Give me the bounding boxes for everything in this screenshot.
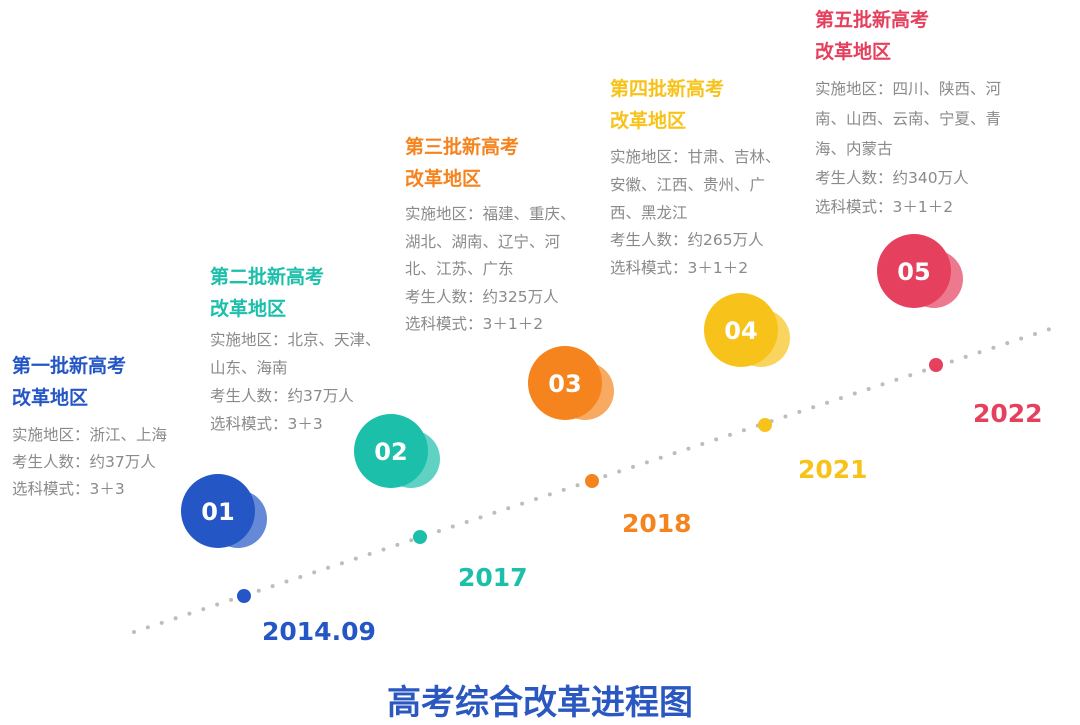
milestone-detail: 海、内蒙古: [815, 140, 893, 158]
timeline-dot: [413, 530, 427, 544]
milestone-detail: 安徽、江西、贵州、广: [610, 176, 765, 194]
milestone-detail: 选科模式：3＋3: [210, 415, 323, 433]
badge-number: 05: [897, 258, 930, 286]
milestone-heading: 改革地区: [610, 109, 686, 132]
milestone-detail: 实施地区：北京、天津、: [210, 331, 381, 349]
diagram-title: 高考综合改革进程图: [387, 683, 693, 723]
badge-number: 04: [724, 317, 757, 345]
timeline-dot: [758, 418, 772, 432]
year-label: 2014.09: [262, 617, 376, 646]
milestone-heading: 改革地区: [405, 167, 481, 190]
year-label: 2021: [798, 455, 868, 484]
milestone-detail: 湖北、湖南、辽宁、河: [405, 233, 560, 251]
milestone-detail: 选科模式：3＋1＋2: [815, 198, 953, 216]
milestone-detail: 考生人数：约340万人: [815, 169, 969, 187]
badge: [181, 474, 255, 548]
timeline-dot: [237, 589, 251, 603]
badge-number: 01: [201, 498, 234, 526]
milestone-heading: 第四批新高考: [610, 77, 724, 100]
milestone-detail: 实施地区：甘肃、吉林、: [610, 148, 781, 166]
milestone-heading: 改革地区: [815, 40, 891, 63]
badge: [528, 346, 602, 420]
year-label: 2018: [622, 509, 692, 538]
badge: [704, 293, 778, 367]
year-label: 2022: [973, 399, 1043, 428]
milestone-detail: 考生人数：约37万人: [12, 453, 156, 471]
milestone-detail: 西、黑龙江: [610, 204, 688, 222]
milestone-detail: 选科模式：3＋3: [12, 480, 125, 498]
timeline-dot: [585, 474, 599, 488]
badge-number: 03: [548, 370, 581, 398]
milestone-detail: 实施地区：福建、重庆、: [405, 205, 576, 223]
milestone-detail: 实施地区：浙江、上海: [12, 426, 167, 444]
milestone-detail: 实施地区：四川、陕西、河: [815, 80, 1001, 98]
timeline-dot: [929, 358, 943, 372]
milestone-heading: 第三批新高考: [405, 135, 519, 158]
milestone-heading: 第一批新高考: [12, 354, 126, 377]
badge: [877, 234, 951, 308]
milestone-detail: 考生人数：约325万人: [405, 288, 559, 306]
milestone-detail: 考生人数：约37万人: [210, 387, 354, 405]
year-label: 2017: [458, 563, 528, 592]
badge-number: 02: [374, 438, 407, 466]
milestone-detail: 山东、海南: [210, 359, 288, 377]
milestone-heading: 第五批新高考: [815, 8, 929, 31]
milestone-detail: 北、江苏、广东: [405, 260, 514, 278]
milestone-heading: 改革地区: [210, 297, 286, 320]
badge: [354, 414, 428, 488]
milestone-detail: 南、山西、云南、宁夏、青: [815, 110, 1001, 128]
milestone-heading: 改革地区: [12, 386, 88, 409]
milestone-detail: 选科模式：3＋1＋2: [405, 315, 543, 333]
milestone-heading: 第二批新高考: [210, 265, 324, 288]
milestone-detail: 考生人数：约265万人: [610, 231, 764, 249]
milestone-detail: 选科模式：3＋1＋2: [610, 259, 748, 277]
